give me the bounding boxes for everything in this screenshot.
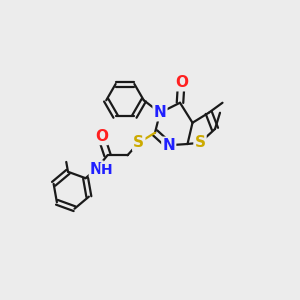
- Text: S: S: [133, 135, 144, 150]
- Text: S: S: [194, 135, 206, 150]
- Text: O: O: [95, 129, 108, 144]
- Text: N: N: [90, 161, 103, 176]
- Text: N: N: [154, 105, 166, 120]
- Text: O: O: [175, 75, 188, 90]
- Text: N: N: [162, 138, 175, 153]
- Text: H: H: [101, 163, 112, 177]
